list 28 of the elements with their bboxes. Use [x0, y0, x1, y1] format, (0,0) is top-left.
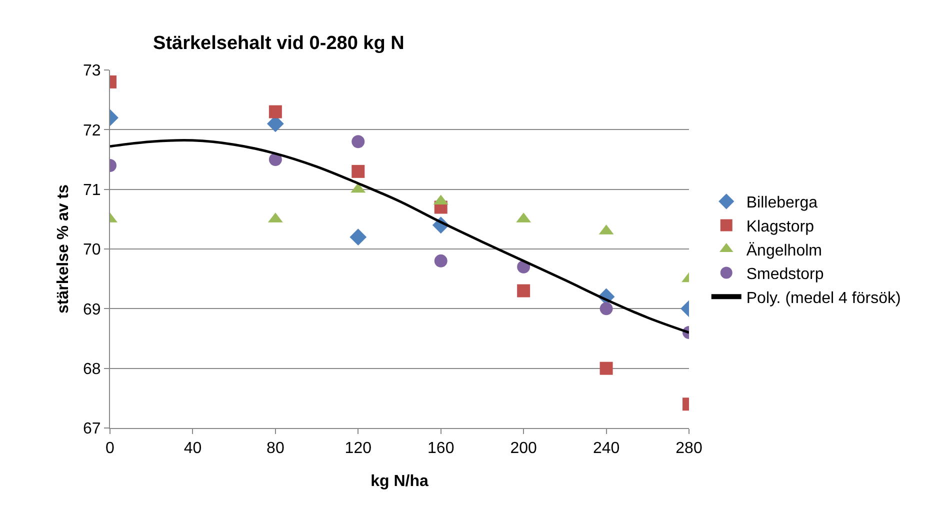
x-tick-label: 0: [106, 440, 115, 458]
legend-label: Smedstorp: [746, 266, 824, 284]
x-axis-title: kg N/ha: [370, 473, 428, 490]
point: [434, 254, 448, 268]
point: [517, 284, 530, 298]
legend-label: Klagstorp: [746, 218, 814, 236]
y-tick-label: 71: [83, 182, 101, 199]
x-tick-label: 200: [510, 440, 538, 458]
legend-label: Ängelholm: [746, 241, 822, 260]
point: [350, 228, 367, 246]
y-tick-label: 70: [83, 242, 101, 259]
legend-label: Billeberga: [746, 194, 818, 212]
x-tick-label: 120: [344, 440, 372, 458]
y-tick-label: 68: [83, 360, 101, 378]
x-tick-label: 160: [428, 440, 454, 458]
y-tick-label: 67: [83, 420, 101, 438]
y-tick-label: 72: [83, 122, 101, 140]
y-tick-label: 69: [83, 301, 101, 318]
point: [352, 135, 365, 148]
y-tick-label: 73: [83, 62, 101, 80]
x-tick-label: 280: [676, 440, 702, 458]
point: [352, 164, 365, 178]
legend-label: Poly. (medel 4 försök): [746, 290, 901, 307]
x-tick-label: 40: [184, 440, 202, 458]
y-axis-title: stärkelse % av ts: [55, 184, 72, 314]
x-tick-label: 240: [592, 440, 620, 458]
chart-title: Stärkelsehalt vid 0-280 kg N: [153, 32, 404, 54]
x-tick-label: 80: [266, 440, 284, 458]
